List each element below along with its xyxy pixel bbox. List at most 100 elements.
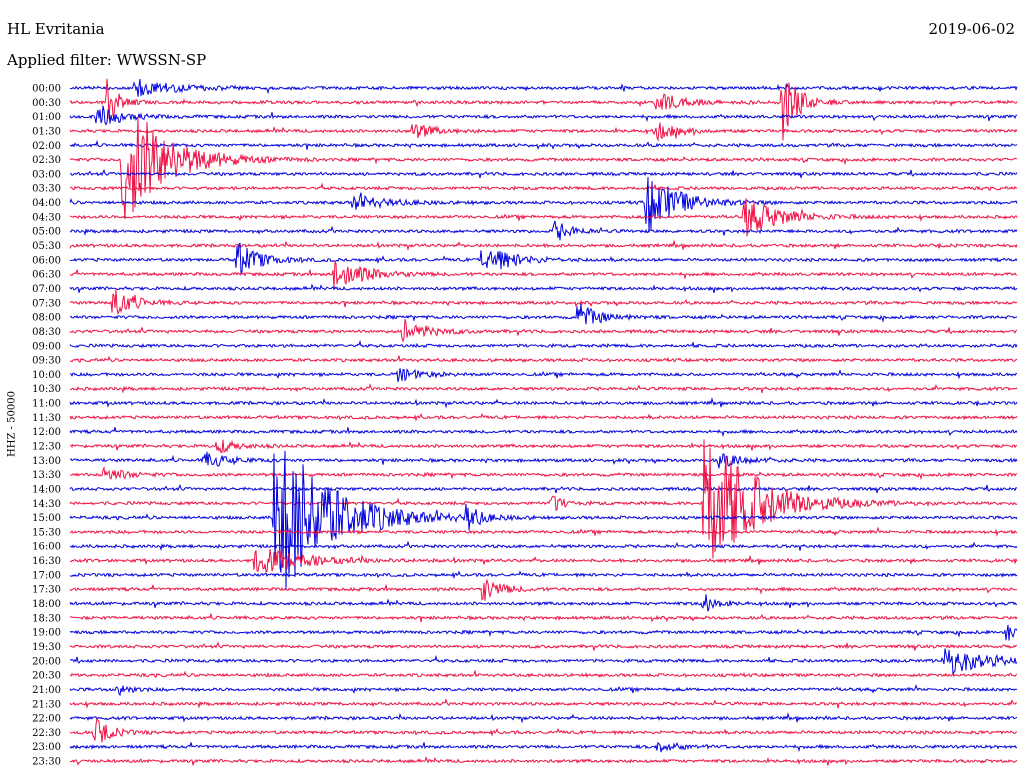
time-label: 04:00: [32, 198, 61, 209]
time-label: 23:00: [32, 742, 61, 753]
trace-line: [69, 242, 1018, 276]
trace-line: [69, 168, 1018, 179]
time-label: 02:30: [32, 155, 61, 166]
trace-line: [69, 289, 1018, 316]
time-label: 11:00: [32, 399, 61, 410]
time-label: 08:00: [32, 313, 61, 324]
time-label: 16:30: [32, 556, 61, 567]
time-label: 00:00: [32, 84, 61, 95]
trace-line: [69, 465, 1017, 481]
trace-line: [69, 182, 1018, 192]
trace-line: [69, 578, 1017, 601]
trace-line: [69, 368, 1018, 383]
time-label: 01:00: [32, 112, 61, 123]
time-label: 01:30: [32, 126, 61, 137]
trace-line: [69, 239, 1018, 252]
trace-line: [69, 648, 1018, 675]
trace-line: [69, 117, 1018, 220]
time-label: 12:30: [32, 442, 61, 453]
time-label: 07:30: [32, 298, 61, 309]
trace-line: [69, 741, 1018, 753]
time-label: 17:30: [32, 585, 61, 596]
time-label: 22:00: [32, 714, 61, 725]
trace-line: [69, 139, 1018, 150]
trace-line: [69, 540, 1018, 552]
time-labels: 00:00 00:30 01:00 01:30 02:00 02:30 03:00 03:30…: [32, 84, 61, 768]
channel-label: HHZ - 50000: [2, 391, 22, 457]
trace-line: [69, 318, 1018, 343]
trace-line: [69, 670, 1018, 679]
trace-line: [69, 450, 1018, 590]
seismic-traces: [69, 78, 1018, 766]
trace-line: [69, 624, 1018, 641]
time-label: 15:00: [32, 513, 61, 524]
time-label: 15:30: [32, 527, 61, 538]
filter-label: Applied filter: WWSSN-SP: [7, 51, 207, 69]
trace-line: [69, 283, 1018, 294]
time-label: 16:00: [32, 542, 61, 553]
trace-line: [69, 78, 1018, 141]
time-label: 23:30: [32, 757, 61, 768]
time-label: 05:00: [32, 227, 61, 238]
time-label: 09:30: [32, 356, 61, 367]
time-label: 14:00: [32, 484, 61, 495]
time-label: 10:00: [32, 370, 61, 381]
time-label: 00:30: [32, 98, 61, 109]
trace-line: [69, 427, 1018, 438]
trace-line: [69, 78, 1018, 97]
time-label: 07:00: [32, 284, 61, 295]
time-label: 21:30: [32, 699, 61, 710]
trace-line: [69, 355, 1018, 363]
trace-line: [69, 756, 1018, 766]
trace-line: [69, 176, 1018, 233]
time-label: 18:30: [32, 613, 61, 624]
trace-line: [69, 412, 1018, 422]
trace-line: [69, 439, 1018, 559]
time-label: 04:30: [32, 212, 61, 223]
time-label: 19:30: [32, 642, 61, 653]
trace-line: [69, 198, 1018, 237]
trace-line: [69, 303, 1018, 325]
station-name: HL Evritania: [7, 20, 105, 38]
channel-label-text: HHZ - 50000: [6, 391, 18, 457]
trace-line: [69, 439, 1018, 454]
trace-line: [69, 526, 1018, 538]
time-label: 10:30: [32, 384, 61, 395]
trace-line: [69, 339, 1018, 349]
trace-line: [69, 684, 1018, 697]
trace-line: [69, 397, 1018, 409]
time-label: 13:00: [32, 456, 61, 467]
time-label: 05:30: [32, 241, 61, 252]
time-label: 18:00: [32, 599, 61, 610]
time-label: 08:30: [32, 327, 61, 338]
time-label: 20:30: [32, 671, 61, 682]
time-label: 20:00: [32, 656, 61, 667]
time-label: 06:00: [32, 255, 61, 266]
trace-line: [69, 105, 1018, 126]
time-label: 06:30: [32, 270, 61, 281]
trace-line: [69, 717, 1018, 743]
trace-line: [69, 259, 1018, 288]
record-date: 2019-06-02: [928, 20, 1015, 38]
trace-line: [69, 122, 1018, 142]
time-label: 02:00: [32, 141, 61, 152]
trace-line: [69, 712, 1018, 724]
trace-line: [69, 220, 1018, 241]
time-label: 22:30: [32, 728, 61, 739]
time-label: 19:00: [32, 628, 61, 639]
time-label: 21:00: [32, 685, 61, 696]
trace-line: [69, 549, 1018, 573]
trace-line: [69, 451, 1018, 469]
time-label: 13:30: [32, 470, 61, 481]
time-label: 17:00: [32, 570, 61, 581]
trace-line: [69, 612, 1018, 623]
trace-line: [69, 570, 1018, 580]
trace-line: [69, 641, 1018, 651]
trace-line: [69, 594, 1018, 612]
time-label: 14:30: [32, 499, 61, 510]
time-label: 03:30: [32, 184, 61, 195]
time-label: 09:00: [32, 341, 61, 352]
time-label: 03:00: [32, 169, 61, 180]
trace-line: [69, 698, 1018, 709]
